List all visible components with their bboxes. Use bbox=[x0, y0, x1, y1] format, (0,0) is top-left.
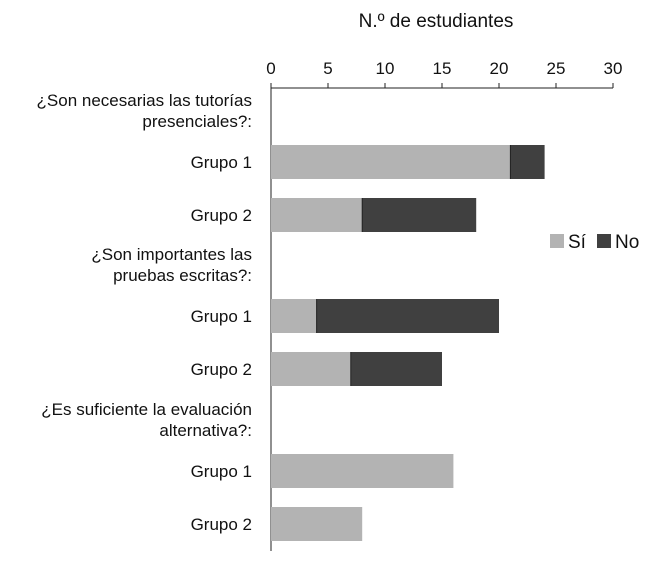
legend-label: No bbox=[615, 232, 639, 253]
x-tick-label: 15 bbox=[433, 59, 452, 78]
bar-no bbox=[350, 352, 442, 386]
x-tick-label: 10 bbox=[376, 59, 395, 78]
question-label: ¿Son importantes las bbox=[91, 245, 252, 264]
legend-swatch bbox=[550, 234, 564, 248]
legend: Sí No bbox=[550, 232, 639, 253]
legend-label: Sí bbox=[568, 232, 587, 253]
row-label: Grupo 1 bbox=[191, 307, 252, 326]
x-axis-title: N.º de estudiantes bbox=[359, 11, 514, 32]
row-label: Grupo 2 bbox=[191, 515, 252, 534]
question-label: alternativa?: bbox=[159, 421, 252, 440]
question-label: ¿Son necesarias las tutorías bbox=[37, 91, 252, 110]
row-label: Grupo 2 bbox=[191, 206, 252, 225]
bar-si bbox=[271, 352, 351, 386]
x-tick-label: 5 bbox=[323, 59, 332, 78]
bar-no bbox=[316, 299, 499, 333]
bar-no bbox=[362, 198, 477, 232]
x-tick-label: 25 bbox=[547, 59, 566, 78]
question-label: ¿Es suficiente la evaluación bbox=[41, 400, 252, 419]
bar-si bbox=[271, 299, 317, 333]
x-axis-ticks: 0 5 10 15 20 25 30 bbox=[266, 59, 622, 88]
bar-si bbox=[271, 454, 454, 488]
bar-si bbox=[271, 145, 511, 179]
bar-no bbox=[510, 145, 545, 179]
question-label: presenciales?: bbox=[142, 112, 252, 131]
bar-si bbox=[271, 198, 363, 232]
bar-si bbox=[271, 507, 363, 541]
row-label: Grupo 1 bbox=[191, 462, 252, 481]
row-label: Grupo 2 bbox=[191, 360, 252, 379]
question-label: pruebas escritas?: bbox=[113, 266, 252, 285]
bar-rows: ¿Son necesarias las tutorías presenciales… bbox=[37, 91, 545, 541]
x-tick-label: 30 bbox=[604, 59, 623, 78]
legend-swatch bbox=[597, 234, 611, 248]
x-tick-label: 0 bbox=[266, 59, 275, 78]
row-label: Grupo 1 bbox=[191, 153, 252, 172]
x-tick-label: 20 bbox=[490, 59, 509, 78]
